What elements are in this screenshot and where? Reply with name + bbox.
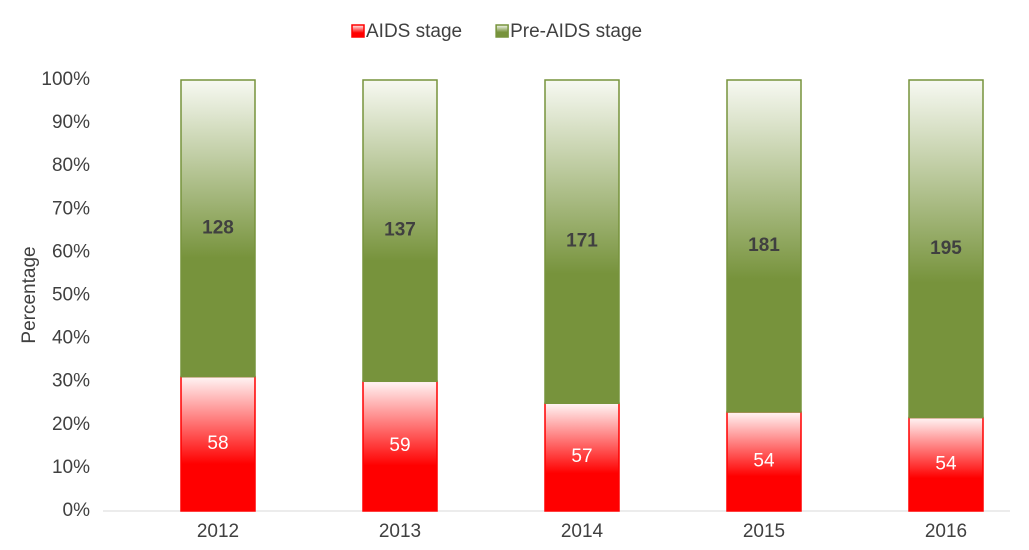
legend-marker	[351, 24, 365, 38]
legend-label: AIDS stage	[366, 21, 462, 42]
data-label: 195	[930, 238, 962, 259]
y-tick-label: 80%	[52, 155, 90, 176]
data-label: 57	[571, 446, 592, 467]
x-tick-label: 2013	[379, 521, 421, 542]
y-tick-label: 0%	[63, 500, 91, 521]
y-tick-label: 40%	[52, 328, 90, 349]
y-tick-label: 10%	[52, 457, 90, 478]
x-tick-label: 2016	[925, 521, 967, 542]
x-tick-label: 2015	[743, 521, 785, 542]
data-label: 171	[566, 231, 598, 252]
bar-segment	[908, 79, 984, 419]
x-tick-label: 2014	[561, 521, 604, 542]
legend-marker	[495, 24, 509, 38]
bar-segment	[544, 79, 620, 404]
data-label: 137	[384, 220, 416, 241]
data-label: 128	[202, 217, 234, 238]
bar-segment	[180, 375, 256, 512]
bar-segment	[180, 79, 256, 378]
bar-segment	[544, 402, 620, 512]
data-label: 181	[748, 235, 780, 256]
y-tick-label: 60%	[52, 241, 90, 262]
y-tick-label: 90%	[52, 112, 90, 133]
y-tick-label: 70%	[52, 198, 90, 219]
y-tick-label: 100%	[41, 69, 90, 90]
bar-segment	[908, 416, 984, 512]
y-tick-label: 50%	[52, 285, 90, 306]
y-tick-label: 20%	[52, 414, 90, 435]
bar-segment	[726, 79, 802, 413]
y-tick-label: 30%	[52, 371, 90, 392]
data-label: 58	[207, 433, 228, 454]
bar-segment	[362, 79, 438, 383]
bar-segment	[726, 411, 802, 512]
y-axis-title: Percentage	[19, 246, 40, 343]
data-label: 59	[389, 435, 410, 456]
x-tick-label: 2012	[197, 521, 239, 542]
legend-label: Pre-AIDS stage	[510, 21, 642, 42]
data-label: 54	[753, 450, 775, 471]
data-label: 54	[935, 453, 957, 474]
